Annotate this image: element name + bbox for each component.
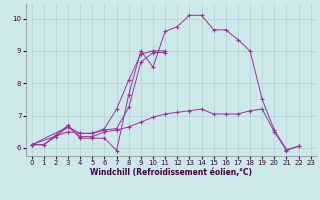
X-axis label: Windchill (Refroidissement éolien,°C): Windchill (Refroidissement éolien,°C) xyxy=(90,168,252,177)
